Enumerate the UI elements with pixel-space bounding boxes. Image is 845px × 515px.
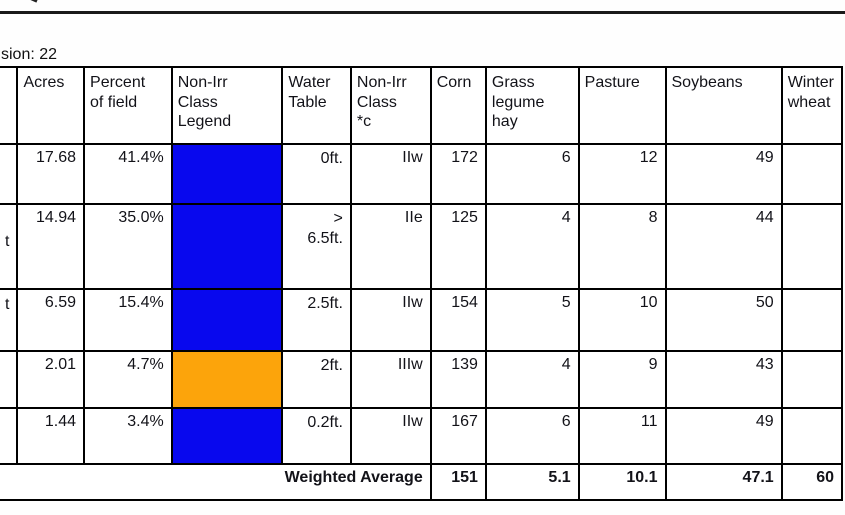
acres-value: 1.44 (16, 407, 86, 465)
pasture-value: 8 (577, 203, 667, 290)
grass-legume-hay-value: 4 (484, 203, 580, 290)
acres-value: 6.59 (16, 288, 86, 352)
header-winter-wheat: Winter wheat (780, 66, 844, 145)
grass-legume-hay-value: 5 (484, 288, 580, 352)
legend-color-swatch (170, 288, 284, 352)
corn-value: 139 (429, 350, 487, 409)
percent-value: 3.4% (83, 407, 173, 465)
pasture-value: 11 (577, 407, 667, 465)
acres-value: 14.94 (16, 203, 86, 290)
soybeans-value: 43 (664, 350, 783, 409)
table-row: 1.44 3.4% 0.2ft. IIw 167 6 11 49 (0, 407, 844, 465)
water-table-value: 2.5ft. (281, 288, 352, 352)
weighted-average-row: Weighted Average 151 5.1 10.1 47.1 60 (0, 463, 844, 501)
acres-value: 17.68 (16, 143, 86, 205)
percent-value: 4.7% (83, 350, 173, 409)
soybeans-value: 50 (664, 288, 783, 352)
header-acres: Acres (16, 66, 86, 145)
soybeans-value: 49 (664, 407, 783, 465)
header-soybeans: Soybeans (664, 66, 783, 145)
table-row: 2.01 4.7% 2ft. IIIw 139 4 9 43 (0, 350, 844, 409)
winter-wheat-value (780, 407, 844, 465)
cutoff-graphic-fragment (23, 0, 39, 3)
header-grass-legume-hay: Grass legume hay (484, 66, 580, 145)
weighted-average-grass-legume-hay: 5.1 (484, 463, 580, 501)
pasture-value: 10 (577, 288, 667, 352)
horizontal-divider (0, 11, 845, 14)
winter-wheat-value (780, 350, 844, 409)
percent-value: 41.4% (83, 143, 173, 205)
corn-value: 154 (429, 288, 487, 352)
header-map-unit (0, 66, 19, 145)
table-row: 17.68 41.4% 0ft. IIw 172 6 12 49 (0, 143, 844, 205)
table-row: t 6.59 15.4% 2.5ft. IIw 154 5 10 50 (0, 288, 844, 352)
weighted-average-pasture: 10.1 (577, 463, 667, 501)
percent-value: 15.4% (83, 288, 173, 352)
grass-legume-hay-value: 6 (484, 143, 580, 205)
soybeans-value: 44 (664, 203, 783, 290)
legend-color-swatch (170, 407, 284, 465)
header-percent-of-field: Percent of field (83, 66, 173, 145)
map-unit-link-fragment[interactable] (0, 143, 19, 205)
version-label: sion: 22 (1, 46, 58, 63)
grass-legume-hay-value: 4 (484, 350, 580, 409)
weighted-average-soybeans: 47.1 (664, 463, 783, 501)
winter-wheat-value (780, 143, 844, 205)
winter-wheat-value (780, 203, 844, 290)
map-unit-link-fragment[interactable]: t (0, 288, 19, 352)
header-nonirr-class-legend: Non-Irr Class Legend (170, 66, 284, 145)
weighted-average-label: Weighted Average (0, 463, 432, 501)
grass-legume-hay-value: 6 (484, 407, 580, 465)
corn-value: 125 (429, 203, 487, 290)
water-table-value: > 6.5ft. (281, 203, 352, 290)
winter-wheat-value (780, 288, 844, 352)
legend-color-swatch (170, 203, 284, 290)
nonirr-class-value: IIw (349, 143, 432, 205)
map-unit-link-fragment[interactable] (0, 350, 19, 409)
header-pasture: Pasture (577, 66, 667, 145)
corn-value: 172 (429, 143, 487, 205)
pasture-value: 12 (577, 143, 667, 205)
header-corn: Corn (429, 66, 487, 145)
legend-color-swatch (170, 350, 284, 409)
nonirr-class-value: IIe (349, 203, 432, 290)
percent-value: 35.0% (83, 203, 173, 290)
nonirr-class-value: IIw (349, 407, 432, 465)
corn-value: 167 (429, 407, 487, 465)
table-row: t 14.94 35.0% > 6.5ft. IIe 125 4 8 44 (0, 203, 844, 290)
weighted-average-corn: 151 (429, 463, 487, 501)
water-table-value: 0ft. (281, 143, 352, 205)
header-row: Acres Percent of field Non-Irr Class Leg… (0, 66, 844, 145)
pasture-value: 9 (577, 350, 667, 409)
water-table-value: 0.2ft. (281, 407, 352, 465)
soil-productivity-table: Acres Percent of field Non-Irr Class Leg… (0, 66, 844, 501)
soybeans-value: 49 (664, 143, 783, 205)
map-unit-link-fragment[interactable]: t (0, 203, 19, 290)
map-unit-link-fragment[interactable] (0, 407, 19, 465)
weighted-average-winter-wheat: 60 (780, 463, 844, 501)
nonirr-class-value: IIw (349, 288, 432, 352)
water-table-value: 2ft. (281, 350, 352, 409)
legend-color-swatch (170, 143, 284, 205)
nonirr-class-value: IIIw (349, 350, 432, 409)
acres-value: 2.01 (16, 350, 86, 409)
header-nonirr-class: Non-Irr Class *c (349, 66, 432, 145)
header-water-table: Water Table (281, 66, 352, 145)
